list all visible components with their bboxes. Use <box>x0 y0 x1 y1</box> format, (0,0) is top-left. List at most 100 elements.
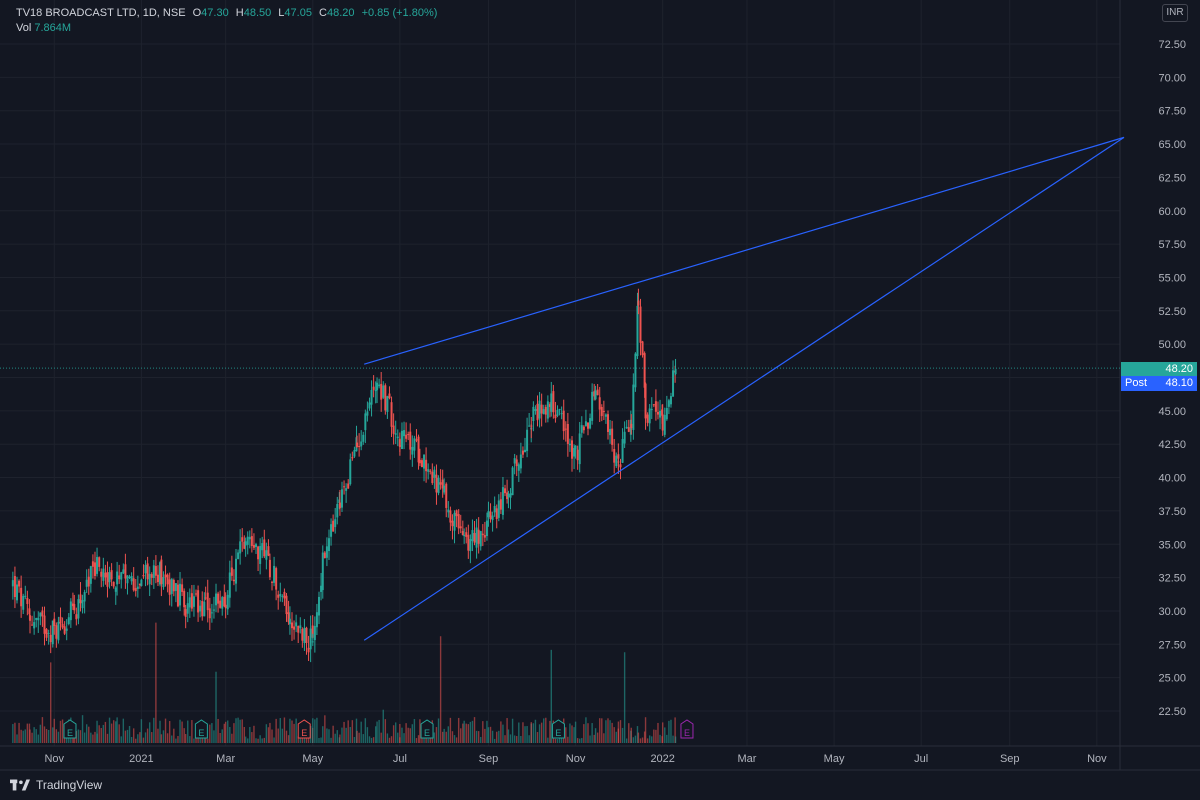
y-tick-label: 65.00 <box>1158 139 1186 151</box>
earnings-marker-icon[interactable] <box>297 719 311 739</box>
volume-bar <box>641 737 644 743</box>
candle-body <box>305 627 308 643</box>
volume-bar <box>596 732 599 743</box>
candle-body <box>338 502 341 509</box>
volume-bar <box>120 736 122 743</box>
volume-bar <box>462 723 464 743</box>
volume-bar <box>502 724 504 743</box>
candle-body <box>586 422 589 429</box>
candle-body <box>420 460 423 468</box>
candle-body <box>20 587 23 607</box>
y-tick-label: 25.00 <box>1158 673 1186 685</box>
earnings-marker-icon[interactable] <box>194 719 208 739</box>
volume-bar <box>345 727 347 743</box>
candle-body <box>540 404 543 414</box>
volume-bar <box>343 721 345 743</box>
volume-bar <box>465 723 467 743</box>
volume-bar <box>441 731 444 743</box>
volume-bar <box>409 728 411 743</box>
volume-bar <box>231 733 233 743</box>
candle-body <box>75 614 78 620</box>
candle-body <box>301 628 304 641</box>
volume-label: Vol <box>16 22 32 34</box>
volume-bar <box>291 720 293 743</box>
candle-body <box>204 597 207 599</box>
volume-bar <box>237 717 239 743</box>
volume-bar <box>241 719 243 743</box>
candle-body <box>79 594 82 604</box>
candle-body <box>481 533 484 536</box>
tradingview-logo[interactable]: TradingView <box>10 778 102 792</box>
candle-body <box>576 449 579 461</box>
volume-bar <box>122 718 125 743</box>
candle-body <box>244 541 247 546</box>
volume-bar <box>96 720 98 743</box>
candle-body <box>524 449 527 453</box>
volume-bar <box>18 722 20 743</box>
candle-body <box>461 531 464 536</box>
candle-body <box>593 391 596 397</box>
volume-bar <box>651 736 653 743</box>
volume-bar <box>312 718 314 743</box>
currency-button[interactable]: INR <box>1162 4 1188 22</box>
volume-bar <box>166 733 169 743</box>
candle-body <box>197 590 200 613</box>
volume-bar <box>513 735 516 743</box>
chart-legend: TV18 BROADCAST LTD, 1D, NSE O47.30 H48.5… <box>16 6 437 36</box>
candle-body <box>277 594 280 598</box>
candle-body <box>598 397 601 410</box>
x-tick-label: May <box>302 753 323 765</box>
volume-bar <box>318 738 320 743</box>
candle-body <box>152 565 155 578</box>
volume-bar <box>106 733 109 743</box>
candle-body <box>28 608 31 615</box>
last-price-tag: 48.20 <box>1121 362 1197 377</box>
volume-bar <box>655 729 657 743</box>
trendline-upper[interactable] <box>364 136 1125 365</box>
volume-bar <box>405 723 407 743</box>
volume-bar <box>591 723 593 743</box>
candle-body <box>192 596 195 607</box>
volume-bar <box>179 719 181 743</box>
earnings-marker-icon[interactable] <box>680 719 694 739</box>
candle-body <box>159 562 162 585</box>
volume-bar <box>289 718 291 743</box>
candle-body <box>437 477 440 494</box>
candle-body <box>81 600 84 609</box>
volume-bar <box>648 735 651 743</box>
volume-bar <box>644 717 647 743</box>
volume-bar <box>255 738 257 743</box>
volume-bar <box>118 724 120 743</box>
candle-body <box>558 408 561 410</box>
x-tick-label: Nov <box>1087 753 1107 765</box>
candle-body <box>188 597 191 608</box>
volume-bar <box>536 732 539 743</box>
candle-body <box>548 404 551 407</box>
candle-body <box>215 593 218 606</box>
volume-bar <box>599 718 601 743</box>
symbol-title[interactable]: TV18 BROADCAST LTD, 1D, NSE <box>16 7 186 19</box>
candle-body <box>311 625 314 638</box>
volume-bar <box>390 736 393 743</box>
earnings-marker-icon[interactable] <box>551 719 565 739</box>
volume-bar <box>511 718 514 743</box>
candle-body <box>471 530 474 542</box>
volume-bar <box>253 725 255 743</box>
candle-body <box>613 448 616 463</box>
volume-bar <box>509 734 512 743</box>
candle-body <box>96 557 99 574</box>
earnings-marker-icon[interactable] <box>420 719 434 739</box>
volume-bar <box>271 729 273 743</box>
candle-body <box>96 557 99 560</box>
volume-bar <box>349 727 351 743</box>
earnings-marker-icon[interactable] <box>63 719 77 739</box>
earnings-marker-label: E <box>684 728 690 738</box>
candle-body <box>336 504 339 518</box>
volume-bar <box>666 734 668 743</box>
volume-bar <box>53 718 55 743</box>
volume-bar <box>334 733 336 743</box>
trendline-lower[interactable] <box>363 136 1125 641</box>
volume-bar <box>672 735 674 743</box>
volume-bar <box>518 722 520 743</box>
